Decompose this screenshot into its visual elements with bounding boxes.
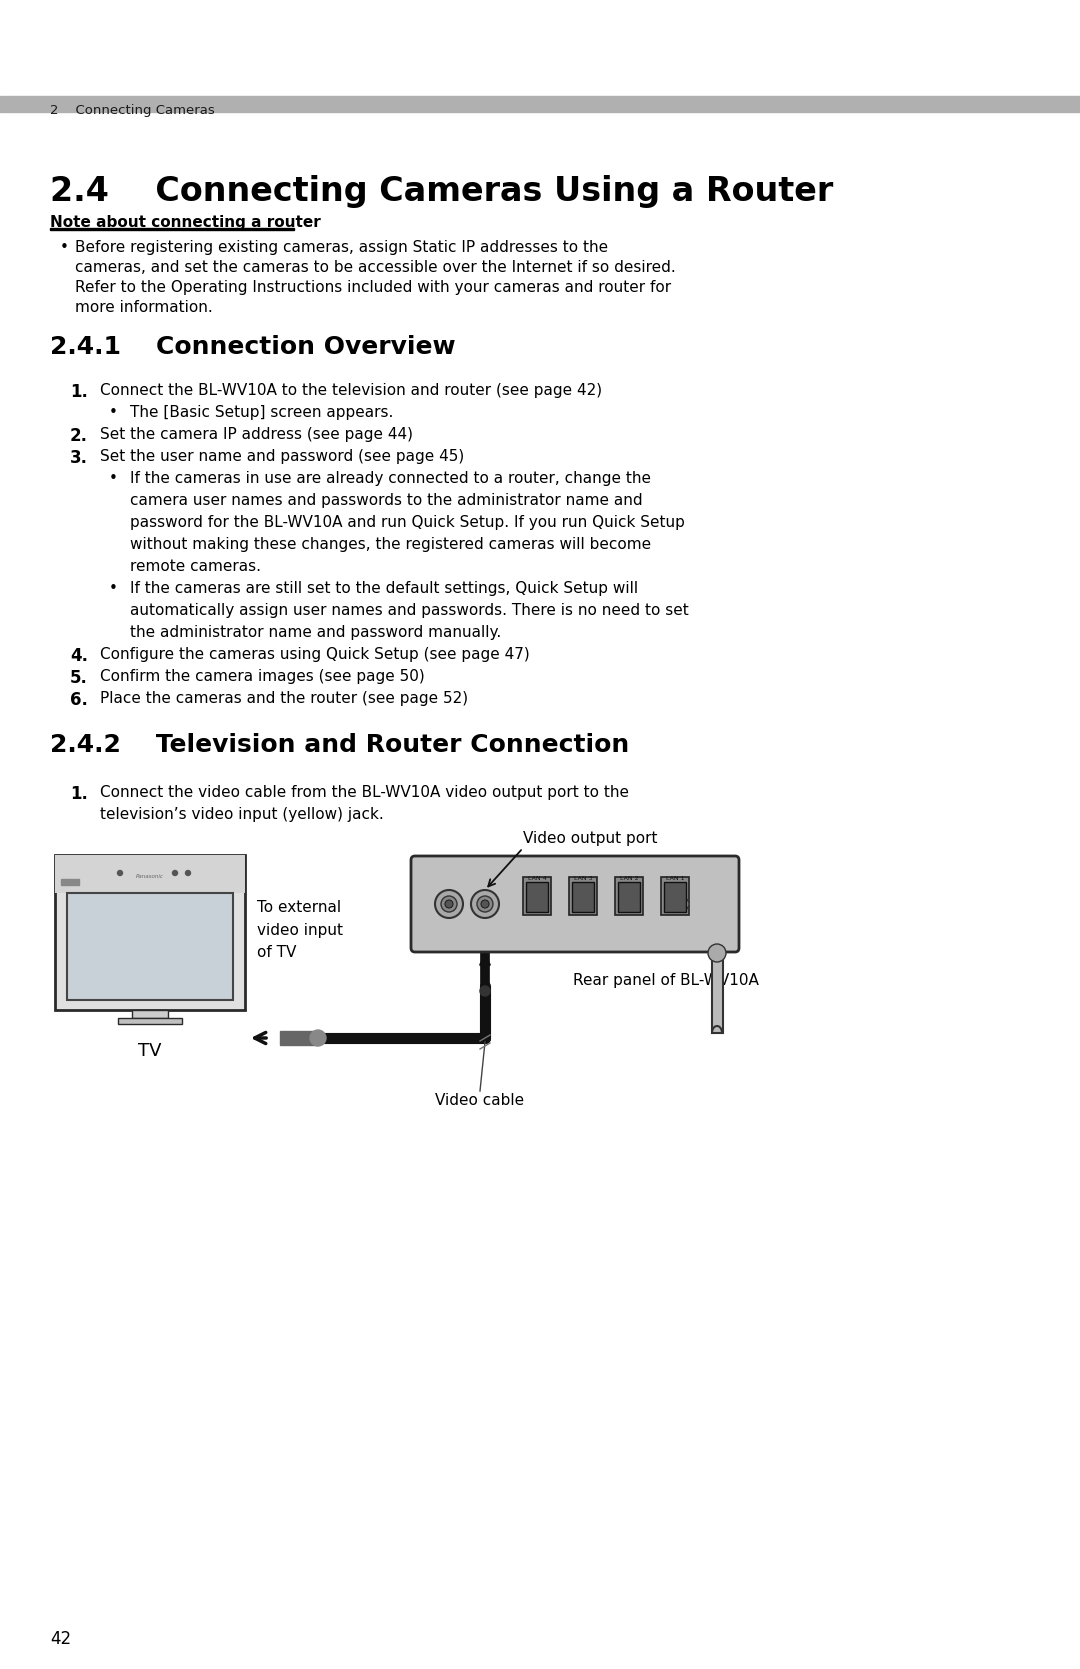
Circle shape xyxy=(677,898,689,910)
Bar xyxy=(60,880,79,885)
Bar xyxy=(118,1018,183,1025)
Circle shape xyxy=(118,871,122,876)
Text: If the cameras in use are already connected to a router, change the: If the cameras in use are already connec… xyxy=(130,471,651,486)
Text: 2    Connecting Cameras: 2 Connecting Cameras xyxy=(50,103,215,117)
Text: 2.4.1    Connection Overview: 2.4.1 Connection Overview xyxy=(50,335,456,359)
Text: 1.: 1. xyxy=(70,382,87,401)
Text: Video output port: Video output port xyxy=(523,831,658,846)
Text: Note about connecting a router: Note about connecting a router xyxy=(50,215,321,230)
Text: Refer to the Operating Instructions included with your cameras and router for: Refer to the Operating Instructions incl… xyxy=(75,280,671,295)
Text: Confirm the camera images (see page 50): Confirm the camera images (see page 50) xyxy=(100,669,424,684)
Circle shape xyxy=(310,1030,326,1046)
Bar xyxy=(569,876,597,915)
Text: 1.: 1. xyxy=(70,784,87,803)
Text: LAN 4: LAN 4 xyxy=(528,876,546,881)
Circle shape xyxy=(173,871,177,876)
Bar xyxy=(615,876,643,915)
Circle shape xyxy=(186,871,190,876)
Text: LAN 2: LAN 2 xyxy=(620,876,638,881)
Bar xyxy=(618,881,640,911)
Text: cameras, and set the cameras to be accessible over the Internet if so desired.: cameras, and set the cameras to be acces… xyxy=(75,260,676,275)
Bar xyxy=(132,1010,168,1018)
Text: the administrator name and password manually.: the administrator name and password manu… xyxy=(130,624,501,639)
Text: password for the BL-WV10A and run Quick Setup. If you run Quick Setup: password for the BL-WV10A and run Quick … xyxy=(130,516,685,531)
Circle shape xyxy=(445,900,453,908)
Text: 2.: 2. xyxy=(70,427,87,446)
Text: Connect the BL-WV10A to the television and router (see page 42): Connect the BL-WV10A to the television a… xyxy=(100,382,603,397)
Bar xyxy=(661,876,689,915)
Circle shape xyxy=(441,896,457,911)
Circle shape xyxy=(477,896,492,911)
Text: LAN 1: LAN 1 xyxy=(665,876,685,881)
Text: television’s video input (yellow) jack.: television’s video input (yellow) jack. xyxy=(100,808,383,823)
Text: Before registering existing cameras, assign Static IP addresses to the: Before registering existing cameras, ass… xyxy=(75,240,608,255)
Bar xyxy=(712,953,723,1033)
Text: Set the user name and password (see page 45): Set the user name and password (see page… xyxy=(100,449,464,464)
Text: TV: TV xyxy=(138,1041,162,1060)
Text: Panasonic: Panasonic xyxy=(136,875,164,880)
Text: •: • xyxy=(109,406,118,421)
Text: If the cameras are still set to the default settings, Quick Setup will: If the cameras are still set to the defa… xyxy=(130,581,638,596)
Bar xyxy=(526,881,548,911)
Circle shape xyxy=(435,890,463,918)
Text: LAN 3: LAN 3 xyxy=(573,876,592,881)
Bar xyxy=(572,881,594,911)
Bar xyxy=(0,97,1080,112)
FancyBboxPatch shape xyxy=(411,856,739,951)
Text: without making these changes, the registered cameras will become: without making these changes, the regist… xyxy=(130,537,651,552)
Text: 2.4.2    Television and Router Connection: 2.4.2 Television and Router Connection xyxy=(50,733,630,758)
Circle shape xyxy=(480,986,490,996)
Text: Set the camera IP address (see page 44): Set the camera IP address (see page 44) xyxy=(100,427,413,442)
Text: 42: 42 xyxy=(50,1631,71,1647)
Text: remote cameras.: remote cameras. xyxy=(130,559,261,574)
Text: Rear panel of BL-WV10A: Rear panel of BL-WV10A xyxy=(573,973,759,988)
Text: Connect the video cable from the BL-WV10A video output port to the: Connect the video cable from the BL-WV10… xyxy=(100,784,629,799)
Text: 6.: 6. xyxy=(70,691,87,709)
Text: •: • xyxy=(109,471,118,486)
Bar xyxy=(55,855,245,893)
Text: To external
video input
of TV: To external video input of TV xyxy=(257,900,343,960)
Text: Place the cameras and the router (see page 52): Place the cameras and the router (see pa… xyxy=(100,691,468,706)
Circle shape xyxy=(471,890,499,918)
Text: •: • xyxy=(60,240,69,255)
Circle shape xyxy=(481,900,489,908)
Bar xyxy=(664,881,686,911)
Text: The [Basic Setup] screen appears.: The [Basic Setup] screen appears. xyxy=(130,406,393,421)
Bar xyxy=(523,876,551,915)
Text: Video cable: Video cable xyxy=(435,1093,525,1108)
Text: 4.: 4. xyxy=(70,648,87,664)
Text: automatically assign user names and passwords. There is no need to set: automatically assign user names and pass… xyxy=(130,603,689,618)
Text: camera user names and passwords to the administrator name and: camera user names and passwords to the a… xyxy=(130,492,643,507)
Circle shape xyxy=(708,945,726,961)
Text: 3.: 3. xyxy=(70,449,87,467)
Text: 2.4    Connecting Cameras Using a Router: 2.4 Connecting Cameras Using a Router xyxy=(50,175,834,209)
Bar xyxy=(55,855,245,1010)
Text: •: • xyxy=(109,581,118,596)
Text: more information.: more information. xyxy=(75,300,213,315)
Text: 5.: 5. xyxy=(70,669,87,688)
Text: Configure the cameras using Quick Setup (see page 47): Configure the cameras using Quick Setup … xyxy=(100,648,530,663)
Bar xyxy=(280,1031,318,1045)
Bar xyxy=(67,893,233,1000)
